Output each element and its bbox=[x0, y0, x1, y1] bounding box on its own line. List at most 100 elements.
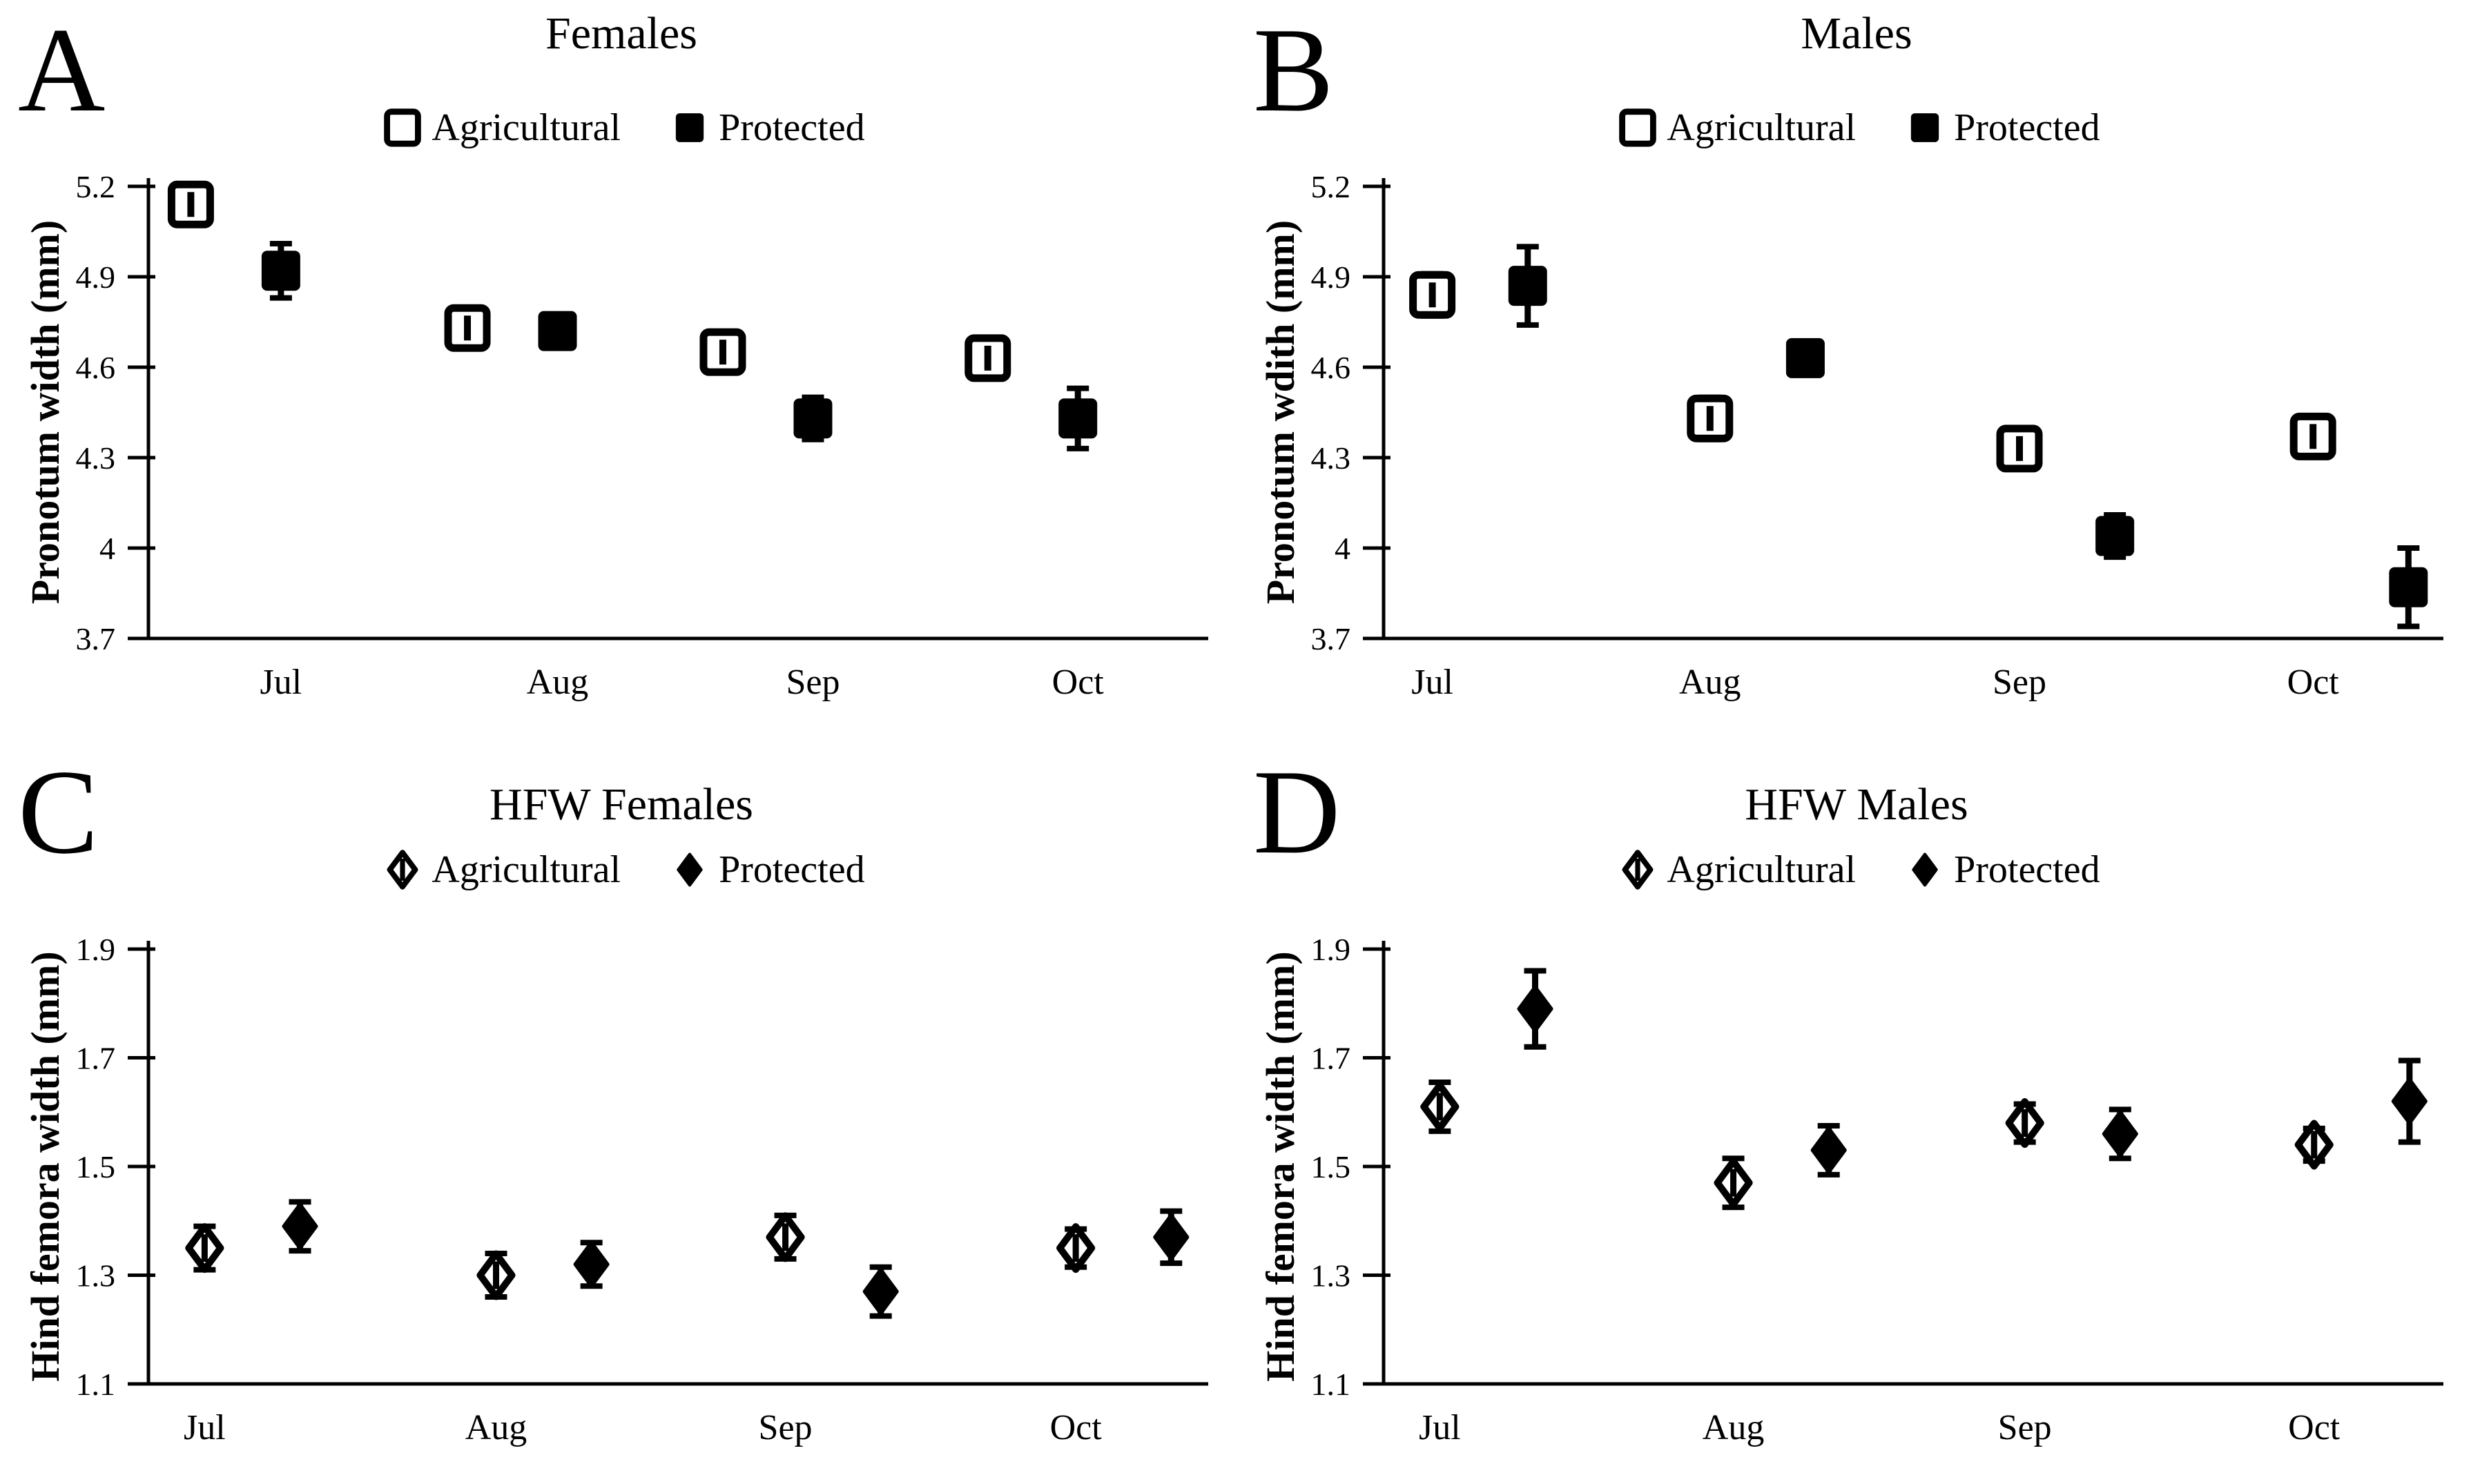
data-point-agricultural-jul bbox=[1420, 1079, 1460, 1134]
y-tick-label: 1.3 bbox=[1311, 1258, 1351, 1293]
data-point-protected-sep bbox=[2102, 1106, 2138, 1162]
data-point-agricultural-oct bbox=[965, 334, 1011, 382]
filled-diamond-marker bbox=[2102, 1110, 2138, 1158]
panel-c-hfw-females: C HFW Females Agricultural Protected Hin… bbox=[0, 742, 1236, 1484]
data-point-agricultural-oct bbox=[1056, 1223, 1096, 1273]
panel-b-pronotum-males: B Males Agricultural Protected Pronotum … bbox=[1235, 0, 2471, 742]
filled-diamond-marker bbox=[1153, 1213, 1190, 1261]
filled-square-marker bbox=[1785, 338, 1825, 378]
data-point-agricultural-aug bbox=[1714, 1155, 1753, 1211]
panel-letter: C bbox=[18, 745, 99, 879]
filled-square-marker bbox=[793, 398, 833, 439]
filled-square-marker bbox=[2095, 516, 2135, 556]
x-tick-label: Aug bbox=[527, 663, 589, 702]
legend-label: Protected bbox=[1954, 106, 2100, 149]
data-point-agricultural-jul bbox=[1409, 271, 1456, 319]
data-point-agricultural-oct bbox=[2289, 412, 2336, 460]
legend: Agricultural Protected bbox=[104, 844, 1139, 895]
y-tick-label: 1.7 bbox=[76, 1041, 116, 1076]
y-tick-label: 1.9 bbox=[76, 932, 116, 967]
legend: Agricultural Protected bbox=[1339, 102, 2374, 153]
legend-label: Agricultural bbox=[1667, 848, 1857, 891]
x-tick-label: Sep bbox=[1998, 1408, 2052, 1447]
y-tick-label: 1.5 bbox=[1311, 1149, 1351, 1184]
y-tick-label: 5.2 bbox=[1311, 169, 1351, 204]
y-tick-label: 4.6 bbox=[76, 350, 116, 385]
data-point-agricultural-sep bbox=[766, 1212, 805, 1262]
y-tick-label: 5.2 bbox=[76, 169, 116, 204]
panel-a-pronotum-females: A Females Agricultural Protected Pronotu… bbox=[0, 0, 1236, 742]
filled-square-marker bbox=[538, 311, 577, 351]
legend-item-protected: Protected bbox=[665, 845, 865, 895]
panel-d-hfw-males: D HFW Males Agricultural Protected Hind … bbox=[1235, 742, 2471, 1484]
x-tick-label: Jul bbox=[184, 1408, 226, 1447]
filled-square-marker bbox=[1058, 398, 1098, 439]
panel-letter: B bbox=[1253, 3, 1334, 137]
data-point-protected-sep bbox=[862, 1264, 899, 1319]
legend-item-agricultural: Agricultural bbox=[1613, 845, 1856, 895]
data-point-protected-jul bbox=[261, 240, 300, 301]
open-diamond-icon bbox=[387, 850, 418, 890]
y-tick-label: 4 bbox=[99, 531, 115, 566]
data-point-protected-aug bbox=[1810, 1122, 1847, 1178]
x-tick-label: Oct bbox=[1050, 1408, 1103, 1447]
legend-item-protected: Protected bbox=[1900, 845, 2100, 895]
data-point-protected-oct bbox=[1058, 385, 1098, 451]
plot-area: 3.7 4 4.3 4.6 4.9 5.2 Jul Aug Sep Oct bbox=[76, 169, 1208, 702]
data-point-protected-sep bbox=[793, 394, 833, 442]
filled-square-marker bbox=[2389, 567, 2428, 607]
x-tick-label: Aug bbox=[1679, 663, 1741, 702]
filled-square-icon bbox=[675, 113, 704, 142]
x-tick-label: Sep bbox=[1993, 663, 2046, 702]
filled-square-marker bbox=[261, 251, 300, 291]
x-tick-label: Jul bbox=[1411, 663, 1453, 702]
filled-diamond-marker bbox=[1810, 1126, 1847, 1174]
x-tick-label: Oct bbox=[1052, 663, 1105, 702]
filled-diamond-marker bbox=[573, 1240, 610, 1288]
data-point-protected-jul bbox=[1508, 244, 1547, 328]
y-tick-label: 1.9 bbox=[1311, 932, 1351, 967]
panel-title: Males bbox=[1801, 8, 1912, 59]
data-point-protected-oct bbox=[2391, 1057, 2428, 1145]
y-tick-label: 3.7 bbox=[76, 621, 116, 656]
data-point-agricultural-aug bbox=[1687, 394, 1734, 442]
legend-label: Agricultural bbox=[1667, 106, 1857, 149]
filled-diamond-marker bbox=[282, 1202, 318, 1250]
y-tick-label: 1.5 bbox=[76, 1149, 116, 1184]
x-tick-label: Sep bbox=[759, 1408, 813, 1447]
legend: Agricultural Protected bbox=[1339, 844, 2374, 895]
y-tick-label: 3.7 bbox=[1311, 621, 1351, 656]
y-tick-label: 4.9 bbox=[1311, 260, 1351, 295]
panel-title: Females bbox=[545, 8, 697, 59]
y-tick-label: 4 bbox=[1335, 531, 1350, 566]
legend-label: Protected bbox=[719, 106, 865, 149]
x-tick-label: Aug bbox=[465, 1408, 527, 1447]
x-tick-label: Aug bbox=[1703, 1408, 1765, 1447]
panel-letter: D bbox=[1253, 745, 1341, 879]
legend-item-protected: Protected bbox=[1900, 103, 2100, 153]
legend-label: Agricultural bbox=[432, 848, 621, 891]
y-tick-label: 4.3 bbox=[1311, 440, 1351, 476]
filled-square-icon bbox=[1910, 113, 1939, 142]
x-tick-label: Sep bbox=[786, 663, 840, 702]
x-tick-label: Jul bbox=[260, 663, 302, 702]
panel-letter: A bbox=[18, 3, 106, 137]
y-tick-label: 4.6 bbox=[1311, 350, 1351, 385]
x-tick-label: Oct bbox=[2287, 663, 2340, 702]
open-square-icon bbox=[1619, 108, 1657, 147]
filled-diamond-icon bbox=[677, 852, 703, 887]
x-tick-label: Oct bbox=[2288, 1408, 2341, 1447]
open-square-icon bbox=[384, 108, 422, 147]
data-point-protected-aug bbox=[538, 311, 577, 351]
filled-diamond-marker bbox=[1517, 985, 1553, 1033]
data-point-protected-oct bbox=[2389, 545, 2428, 629]
filled-diamond-marker bbox=[862, 1268, 899, 1316]
panel-title: HFW Females bbox=[490, 779, 753, 830]
y-tick-label: 1.3 bbox=[76, 1258, 116, 1293]
data-point-agricultural-aug bbox=[444, 304, 491, 352]
legend-label: Protected bbox=[719, 848, 865, 891]
y-tick-label: 1.7 bbox=[1311, 1041, 1351, 1076]
data-point-agricultural-aug bbox=[476, 1250, 516, 1300]
legend-item-agricultural: Agricultural bbox=[378, 103, 621, 153]
